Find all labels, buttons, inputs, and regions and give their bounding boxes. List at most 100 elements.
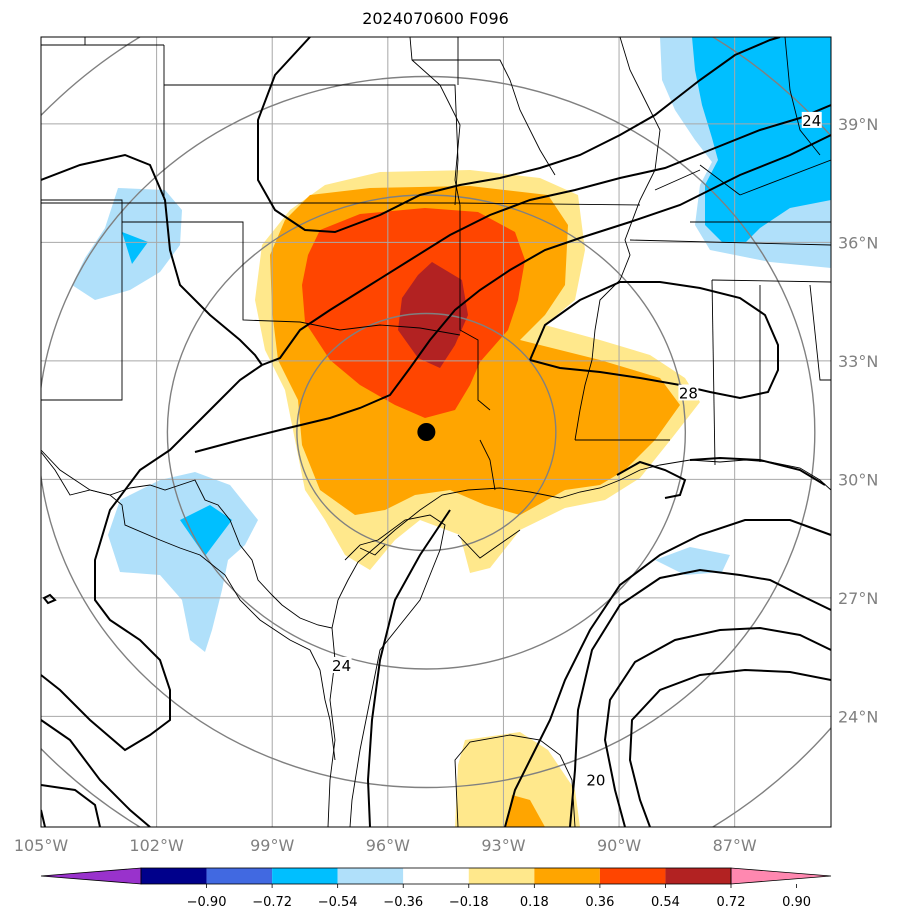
contour-label: 20 xyxy=(586,772,605,790)
contour-line xyxy=(261,104,831,366)
colorbar-segment xyxy=(206,868,273,884)
contour-line xyxy=(42,593,57,605)
contour-line xyxy=(569,568,831,827)
contour-line xyxy=(41,719,151,827)
contour-line xyxy=(41,809,46,827)
state-border xyxy=(412,59,556,176)
colorbar-segment xyxy=(337,868,404,884)
colorbar-extend-low xyxy=(40,867,142,885)
longitude-tick-labels: 105°W 102°W 99°W 96°W 93°W 90°W 87°W xyxy=(14,836,757,855)
state-border xyxy=(459,205,491,411)
state-border xyxy=(164,84,459,206)
contour-line xyxy=(504,519,831,827)
lon-tick-label: 87°W xyxy=(713,836,757,855)
lat-tick-label: 27°N xyxy=(838,589,878,608)
mexico-east-coast xyxy=(344,514,446,827)
state-border xyxy=(739,159,831,196)
contour-line xyxy=(628,668,831,827)
contour-label-bg xyxy=(331,657,352,673)
lon-tick-label: 105°W xyxy=(14,836,69,855)
lat-tick-label: 36°N xyxy=(838,233,878,252)
colorbar-tick-label: −0.72 xyxy=(252,895,292,910)
lat-tick-label: 30°N xyxy=(838,470,878,489)
colorbar-extend-high xyxy=(730,867,832,885)
negative-anomaly-region-gulf xyxy=(655,547,730,575)
state-border xyxy=(654,169,701,191)
state-border xyxy=(574,37,661,441)
state-border xyxy=(629,239,831,246)
florida-coast xyxy=(359,544,386,556)
contour-line xyxy=(41,364,263,752)
colorbar-tick-label: 0.36 xyxy=(585,895,614,910)
contour-line xyxy=(366,509,451,827)
contour-line xyxy=(616,460,687,499)
contour-line xyxy=(41,153,263,366)
strong-negative-anomaly-west xyxy=(122,232,148,264)
strong-negative-anomaly-southwest xyxy=(180,505,232,556)
colorbar-tick-label: 0.18 xyxy=(520,895,549,910)
contour-line xyxy=(529,281,779,400)
lon-tick-label: 93°W xyxy=(481,836,525,855)
colorbar-segment xyxy=(272,868,338,884)
state-border xyxy=(711,279,831,283)
colorbar-segment xyxy=(599,868,666,884)
map-frame xyxy=(40,36,832,828)
state-border xyxy=(479,439,496,491)
range-ring xyxy=(166,194,687,670)
contour-label: 24 xyxy=(802,112,821,130)
map-title: 2024070600 F096 xyxy=(362,9,509,28)
lon-tick-label: 96°W xyxy=(366,836,410,855)
height-contours xyxy=(41,37,831,827)
positive-anomaly-region-south-orange xyxy=(505,795,545,827)
mexico-border xyxy=(457,529,521,559)
shaded-anomaly-layer xyxy=(72,37,831,827)
positive-anomaly-region-darkred xyxy=(398,262,468,368)
state-border xyxy=(41,202,641,206)
colorbar-tick-label: −0.36 xyxy=(383,895,423,910)
yucatan-coast xyxy=(454,734,576,827)
state-border xyxy=(122,221,461,336)
contour-label-bg xyxy=(678,384,699,401)
state-border xyxy=(784,37,821,156)
colorbar-tick-labels: −0.90 −0.72 −0.54 −0.36 −0.18 0.18 0.36 0.54 0.7… xyxy=(187,884,811,910)
colorbar-frame xyxy=(140,867,732,885)
latitude-tick-labels: 39°N 36°N 33°N 30°N 27°N 24°N xyxy=(838,115,878,727)
colorbar-segment xyxy=(403,868,469,884)
contour-label: 28 xyxy=(679,384,698,402)
colorbar-tick-label: −0.90 xyxy=(187,895,227,910)
colorbar-tick-label: −0.54 xyxy=(318,895,358,910)
contour-line xyxy=(257,37,781,234)
lon-tick-label: 102°W xyxy=(129,836,184,855)
strong-negative-anomaly-northeast xyxy=(692,37,831,243)
colorbar xyxy=(40,867,832,885)
lat-tick-label: 33°N xyxy=(838,352,878,371)
colorbar-segment xyxy=(665,868,731,884)
range-ring xyxy=(41,75,816,789)
country-border xyxy=(41,449,336,761)
colorbar-tick-label: 0.54 xyxy=(651,895,680,910)
colorbar-tick-label: 0.90 xyxy=(782,895,811,910)
colorbar-segment xyxy=(534,868,600,884)
lon-tick-label: 90°W xyxy=(597,836,641,855)
contour-label-bg xyxy=(801,111,822,128)
range-ring xyxy=(296,312,557,552)
colorbar-tick-label: 0.72 xyxy=(717,895,746,910)
state-border xyxy=(699,164,741,196)
contour-labels: 24 28 24 20 xyxy=(331,111,822,790)
colorbar-tick-label: −0.18 xyxy=(449,895,489,910)
contour-line xyxy=(689,456,826,486)
lat-tick-label: 24°N xyxy=(838,707,878,726)
state-border xyxy=(711,279,716,466)
contour-line xyxy=(41,784,101,827)
positive-anomaly-region-south xyxy=(455,732,580,827)
lon-tick-label: 99°W xyxy=(250,836,294,855)
contour-line xyxy=(603,626,831,827)
state-border xyxy=(409,37,461,206)
contour-line xyxy=(194,134,831,453)
contour-label-bg xyxy=(585,771,606,788)
lat-tick-label: 39°N xyxy=(838,115,878,134)
colorbar-segment xyxy=(468,868,535,884)
